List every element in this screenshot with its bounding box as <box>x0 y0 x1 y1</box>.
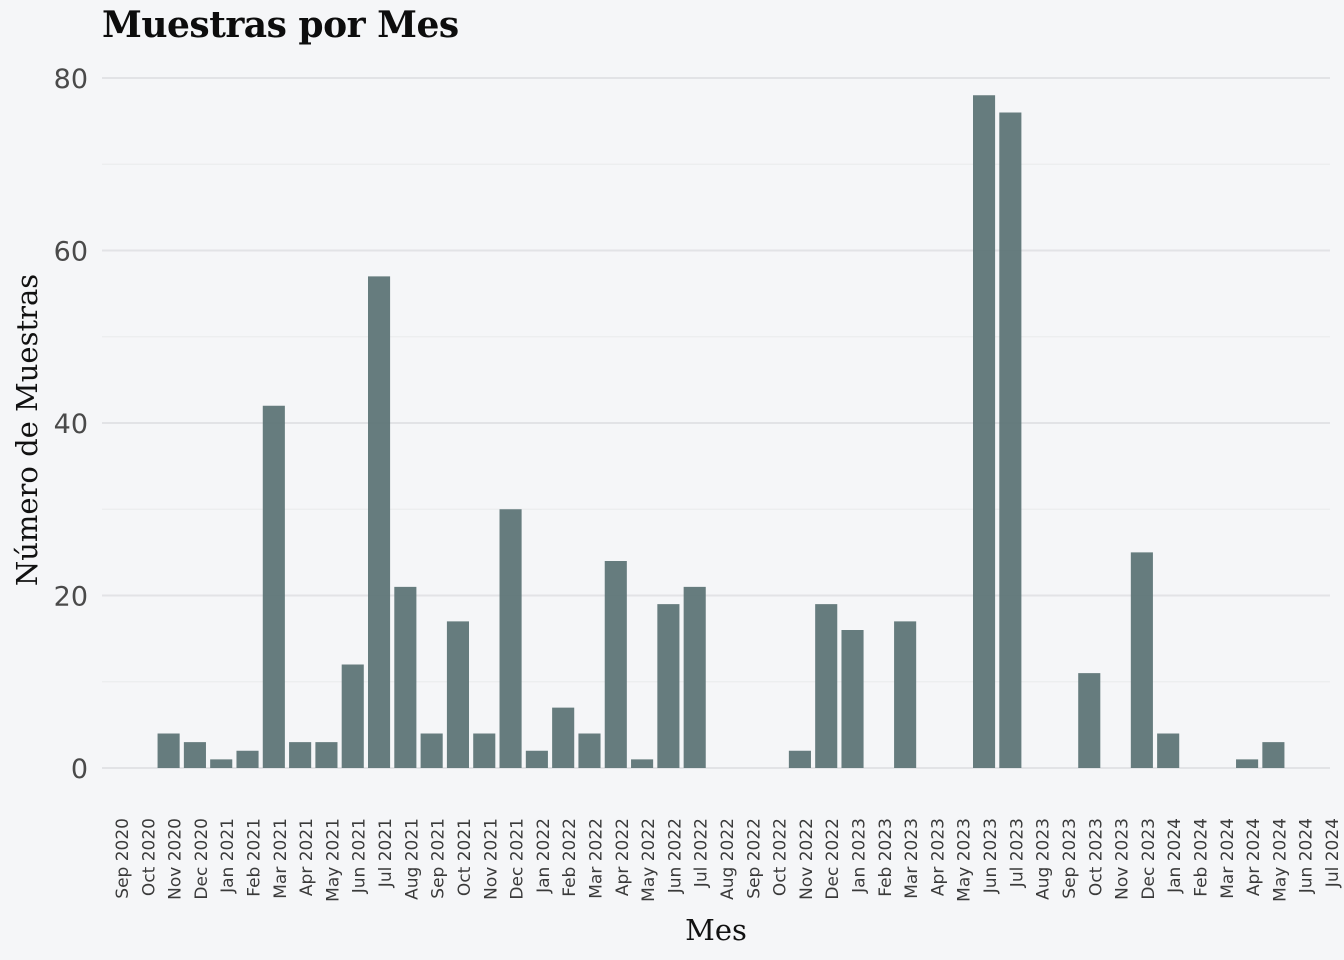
bar <box>473 733 496 768</box>
x-tick-label: Feb 2022 <box>560 818 580 897</box>
y-tick-label: 80 <box>54 64 88 95</box>
bar <box>999 112 1022 768</box>
x-tick-label: Mar 2021 <box>271 818 291 899</box>
x-ticks: Sep 2020 Oct 2020 Nov 2020 Dec 2020 Jan 2021… <box>113 818 1343 902</box>
bars <box>157 95 1285 768</box>
x-axis-label: Mes <box>685 913 747 947</box>
bar <box>499 509 522 768</box>
x-tick-label: Nov 2021 <box>481 818 501 900</box>
bar <box>788 750 811 768</box>
x-tick-label: Dec 2021 <box>508 818 528 900</box>
y-axis-label: Número de Muestras <box>10 274 44 586</box>
x-tick-label: May 2024 <box>1270 818 1290 902</box>
x-tick-label: Jan 2023 <box>850 818 870 894</box>
bar <box>525 750 548 768</box>
y-tick-label: 0 <box>71 754 88 785</box>
bar <box>420 733 443 768</box>
x-tick-label: Jun 2023 <box>981 818 1001 894</box>
x-tick-label: Mar 2023 <box>902 818 922 899</box>
x-tick-label: Sep 2021 <box>429 818 449 899</box>
x-tick-label: Jul 2022 <box>692 818 712 888</box>
x-tick-label: Jan 2024 <box>1165 818 1185 894</box>
bar <box>1078 673 1101 768</box>
bar <box>1236 759 1259 768</box>
bar <box>578 733 601 768</box>
y-tick-label: 40 <box>54 409 88 440</box>
bar <box>894 621 917 768</box>
bar <box>683 586 706 768</box>
bar <box>446 621 470 768</box>
x-tick-label: Aug 2022 <box>718 818 738 900</box>
x-tick-label: Aug 2021 <box>402 818 422 900</box>
x-tick-label: Jul 2021 <box>376 818 396 888</box>
x-tick-label: Sep 2023 <box>1060 818 1080 899</box>
bar <box>815 604 838 768</box>
y-ticks: 0 20 40 60 80 <box>54 64 88 785</box>
x-tick-label: Jun 2022 <box>665 818 685 894</box>
x-tick-label: May 2023 <box>955 818 975 902</box>
bar <box>1157 733 1180 768</box>
x-tick-label: Jan 2021 <box>218 818 238 894</box>
x-tick-label: Apr 2021 <box>297 818 317 896</box>
bar <box>341 664 364 768</box>
x-tick-label: Sep 2020 <box>113 818 133 899</box>
x-tick-label: May 2021 <box>323 818 343 902</box>
x-tick-label: May 2022 <box>639 818 659 902</box>
x-tick-label: Apr 2022 <box>613 818 633 896</box>
x-tick-label: Jul 2024 <box>1323 818 1343 888</box>
x-tick-label: Sep 2022 <box>744 818 764 899</box>
bar <box>315 742 338 768</box>
bar <box>552 707 575 768</box>
x-tick-label: Oct 2020 <box>139 818 159 896</box>
x-tick-label: Jun 2021 <box>350 818 370 894</box>
x-tick-label: Dec 2020 <box>192 818 212 900</box>
bar <box>210 759 233 768</box>
x-tick-label: Feb 2021 <box>245 818 265 897</box>
bar <box>657 604 680 768</box>
x-tick-label: Mar 2022 <box>586 818 606 899</box>
x-tick-label: Jul 2023 <box>1007 818 1027 888</box>
chart-title: Muestras por Mes <box>102 4 459 46</box>
x-tick-label: Nov 2022 <box>797 818 817 900</box>
x-tick-label: Apr 2024 <box>1244 818 1264 896</box>
bar <box>367 276 391 768</box>
bar <box>841 630 864 768</box>
x-tick-label: Mar 2024 <box>1218 818 1238 899</box>
x-tick-label: Feb 2024 <box>1191 818 1211 897</box>
bar <box>157 733 180 768</box>
x-tick-label: Oct 2021 <box>455 818 475 896</box>
x-tick-label: Nov 2023 <box>1113 818 1133 900</box>
x-tick-label: Dec 2023 <box>1139 818 1159 900</box>
y-tick-label: 60 <box>54 237 88 268</box>
x-tick-label: Dec 2022 <box>823 818 843 900</box>
x-tick-label: Aug 2023 <box>1034 818 1054 900</box>
bar <box>394 586 417 768</box>
y-tick-label: 20 <box>54 582 88 613</box>
x-tick-label: Oct 2022 <box>771 818 791 896</box>
x-tick-label: Apr 2023 <box>928 818 948 896</box>
bar <box>262 405 285 768</box>
bar <box>1262 742 1285 768</box>
bar <box>631 759 654 768</box>
bar <box>236 750 259 768</box>
x-tick-label: Jun 2024 <box>1297 818 1317 894</box>
x-tick-label: Oct 2023 <box>1086 818 1106 896</box>
bar <box>972 95 996 768</box>
bar <box>183 742 206 768</box>
x-tick-label: Feb 2023 <box>876 818 896 897</box>
x-tick-label: Nov 2020 <box>166 818 186 900</box>
bar <box>604 561 627 768</box>
bar <box>1130 552 1153 768</box>
x-tick-label: Jan 2022 <box>534 818 554 894</box>
bar <box>289 742 312 768</box>
